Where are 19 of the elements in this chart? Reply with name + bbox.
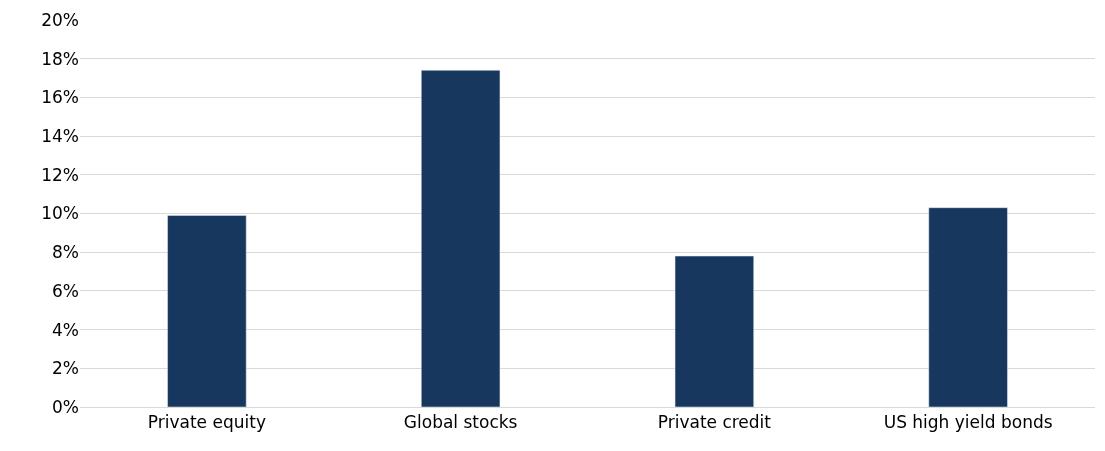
y-tick-label: 12% [41,164,79,185]
x-tick-label: Private equity [147,412,266,433]
y-tick-label: 10% [41,203,79,224]
y-tick-label: 18% [41,48,79,69]
y-tick-label: 16% [41,87,79,108]
x-tick-label: US high yield bonds [883,412,1053,433]
bar [674,255,754,407]
y-tick-label: 20% [41,9,79,30]
x-tick-label: Private credit [657,412,772,433]
y-tick-label: 8% [52,242,79,263]
bar [928,207,1008,407]
bar [167,215,247,407]
y-tick-label: 2% [52,358,79,379]
x-tick-label: Global stocks [403,412,518,433]
y-tick-label: 4% [52,319,79,340]
y-tick-label: 6% [52,280,79,301]
y-tick-label: 14% [41,126,79,147]
bar [421,70,501,407]
y-tick-label: 0% [52,396,79,417]
